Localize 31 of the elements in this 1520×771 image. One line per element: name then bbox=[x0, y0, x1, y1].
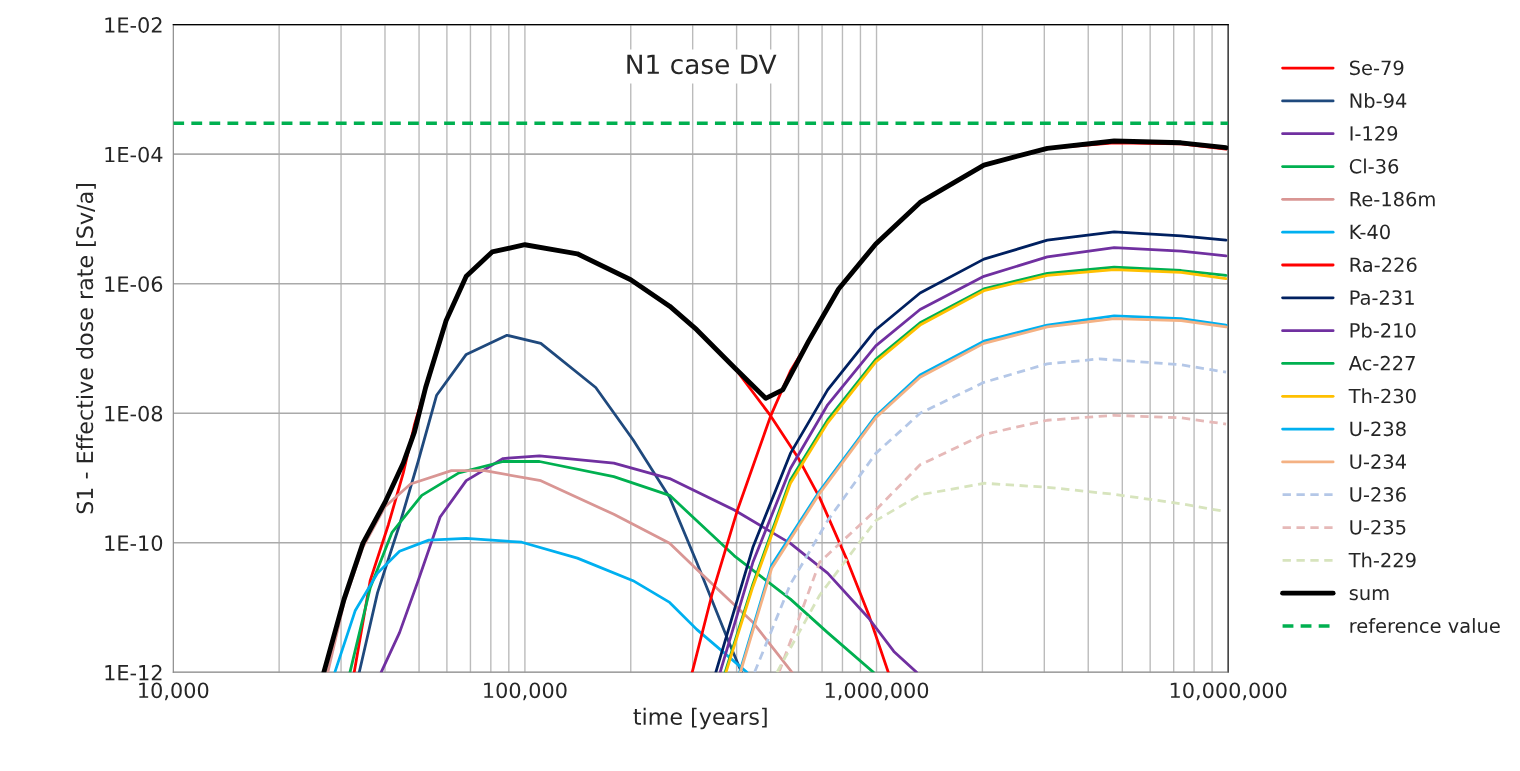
y-tick-label: 1E-02 bbox=[105, 17, 162, 33]
x-axis-title: time [years] bbox=[633, 707, 767, 730]
legend-label: U-235 bbox=[1350, 519, 1406, 535]
x-tick-label: 10,000,000 bbox=[1170, 682, 1287, 701]
text: N1 case DV bbox=[627, 54, 777, 75]
x-tick-label: 10,000 bbox=[139, 682, 209, 701]
legend-label: Re-186m bbox=[1350, 191, 1435, 207]
legend-label: Cl-36 bbox=[1349, 158, 1399, 174]
legend-label: Ra-226 bbox=[1350, 257, 1417, 273]
y-tick-label: 1E-10 bbox=[105, 535, 163, 551]
legend-label: Se-79 bbox=[1349, 60, 1404, 76]
legend-label: K-40 bbox=[1350, 224, 1390, 240]
legend-label: U-238 bbox=[1350, 421, 1406, 437]
y-tick-label: 1E-04 bbox=[105, 146, 163, 163]
x-tick-label: 1,000,000 bbox=[825, 682, 929, 701]
y-tick-label: 1E-12 bbox=[105, 664, 162, 681]
legend-label: Th-229 bbox=[1348, 552, 1416, 568]
legend-label: sum bbox=[1349, 589, 1389, 601]
legend-label: Pa-231 bbox=[1350, 290, 1414, 305]
y-axis-title: S1 - Effective dose rate [Sv/a] bbox=[76, 184, 96, 514]
legend-label: Pb-210 bbox=[1350, 322, 1416, 338]
legend-label: U-234 bbox=[1350, 454, 1406, 469]
y-tick-label: 1E-08 bbox=[105, 405, 163, 422]
legend-label: Ac-227 bbox=[1348, 355, 1415, 371]
y-tick-label: 1E-06 bbox=[105, 276, 163, 292]
legend-label: reference value bbox=[1350, 618, 1500, 634]
legend-label: U-236 bbox=[1350, 487, 1406, 502]
legend-label: Nb-94 bbox=[1350, 92, 1407, 108]
legend-label: Th-230 bbox=[1348, 388, 1416, 404]
legend-label: I-129 bbox=[1350, 126, 1398, 141]
x-tick-label: 100,000 bbox=[484, 682, 567, 701]
